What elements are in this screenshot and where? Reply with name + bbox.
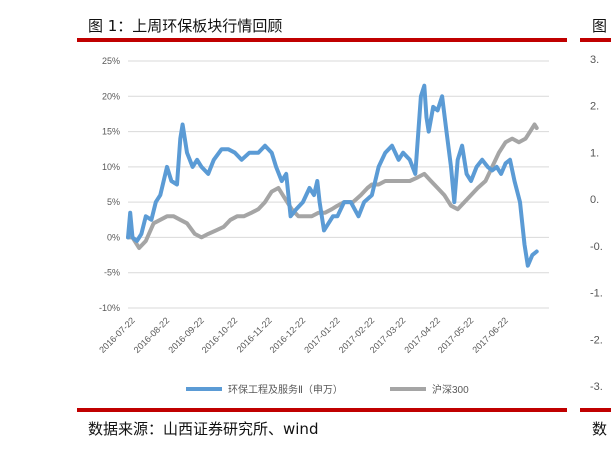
grid	[128, 60, 549, 309]
right-panel-source-fragment: 数	[592, 420, 608, 438]
series-lines	[126, 83, 539, 268]
y-tick-label: 20%	[102, 91, 120, 101]
x-tick-label: 2016-07-22	[97, 315, 137, 355]
y-tick-label: 5%	[107, 197, 120, 207]
x-tick-label: 2016-12-22	[268, 315, 308, 355]
legend-label-env: 环保工程及服务Ⅱ（申万）	[228, 383, 343, 396]
footer-divider	[77, 408, 567, 412]
y-axis: -10% -5% 0% 5% 10% 15% 20% 25%	[99, 56, 120, 313]
y-tick-label: 15%	[102, 127, 120, 137]
y-tick-label: 10%	[102, 162, 120, 172]
legend-label-hs300: 沪深300	[432, 383, 469, 396]
right-panel-title-fragment: 图	[592, 17, 608, 35]
legend: 环保工程及服务Ⅱ（申万） 沪深300	[186, 383, 469, 396]
x-axis: 2016-07-222016-08-222016-09-222016-10-22…	[97, 315, 510, 355]
y-tick-label: -10%	[99, 303, 120, 313]
y-tick-label: 25%	[102, 56, 120, 66]
title-divider	[77, 38, 567, 42]
y-tick-label: 0%	[107, 232, 120, 242]
x-tick-label: 2016-10-22	[200, 315, 240, 355]
data-source: 数据来源：山西证券研究所、wind	[88, 420, 319, 438]
page-title: 图 1：上周环保板块行情回顾	[88, 17, 283, 35]
series-line-hs300	[126, 122, 539, 250]
y-tick-label: -5%	[104, 268, 120, 278]
right-panel-footer-divider	[580, 408, 611, 412]
x-tick-label: 2017-01-22	[302, 315, 342, 355]
right-panel-title-divider	[580, 38, 611, 42]
series-line-env	[126, 83, 539, 268]
x-tick-label: 2016-08-22	[132, 315, 172, 355]
x-tick-label: 2017-06-22	[470, 315, 510, 355]
x-tick-label: 2017-05-22	[436, 315, 476, 355]
